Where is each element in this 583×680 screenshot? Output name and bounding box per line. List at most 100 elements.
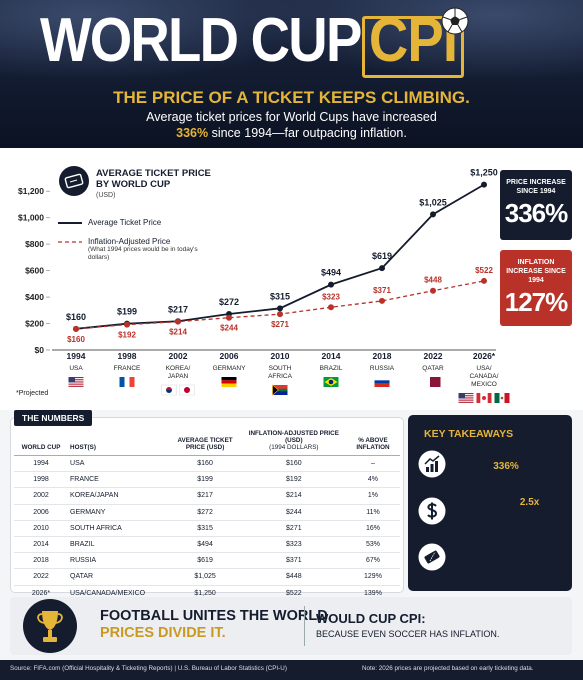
table-title: THE NUMBERS bbox=[14, 410, 93, 426]
y-tick-label: $1,200 bbox=[18, 186, 44, 196]
table-row: 2022 QATAR $1,025 $448 129% bbox=[14, 568, 400, 586]
takeaway-after: the increase in inflation over the same … bbox=[454, 497, 560, 529]
host-label: GERMANY bbox=[213, 365, 247, 372]
column-sublabel: (1994 DOLLARS) bbox=[269, 444, 319, 451]
flag-part bbox=[272, 390, 288, 395]
data-point bbox=[379, 297, 385, 304]
flag-part bbox=[68, 377, 84, 379]
flag-part bbox=[124, 377, 130, 387]
table-cell: $192 bbox=[241, 471, 346, 489]
flag-part bbox=[458, 397, 474, 399]
table-row: 2006 GERMANY $272 $244 11% bbox=[14, 504, 400, 521]
data-label: $619 bbox=[372, 251, 392, 261]
table-cell: $199 bbox=[168, 471, 242, 489]
host-label: CANADA/ bbox=[470, 373, 499, 380]
flag-part bbox=[68, 377, 75, 383]
column-label: HOST(S) bbox=[70, 444, 96, 451]
flag-part bbox=[119, 377, 125, 387]
table-cell: 11% bbox=[345, 504, 400, 521]
x-tick-label: 1994 bbox=[67, 351, 86, 361]
callout: INFLATION INCREASE SINCE 1994 127% bbox=[500, 250, 572, 326]
y-tick-label: $400 bbox=[25, 292, 44, 302]
data-label: $160 bbox=[67, 335, 85, 344]
table-cell: 1998 bbox=[14, 471, 69, 489]
legend-item: Inflation-Adjusted Price bbox=[58, 235, 228, 248]
chart-subtitle: (USD) bbox=[96, 192, 116, 199]
takeaway-before: Average ticket prices have increased bbox=[454, 450, 554, 471]
table-row: 2014 BRAZIL $494 $323 53% bbox=[14, 536, 400, 554]
x-tick-label: 2026* bbox=[473, 351, 496, 361]
flag bbox=[221, 377, 237, 387]
data-label: $217 bbox=[168, 304, 188, 314]
data-point bbox=[430, 211, 436, 218]
icon-part bbox=[430, 464, 434, 472]
data-point bbox=[430, 287, 436, 294]
data-label: $272 bbox=[219, 297, 239, 307]
flag bbox=[272, 384, 288, 396]
flag-part bbox=[272, 385, 288, 390]
table-cell: $160 bbox=[241, 455, 346, 473]
table: WORLD CUP HOST(S) AVERAGE TICKET PRICE (US… bbox=[14, 428, 400, 601]
data-label: $315 bbox=[270, 291, 290, 301]
table-cell: KOREA/JAPAN bbox=[68, 487, 169, 505]
table-cell: $371 bbox=[241, 552, 346, 570]
data-label: $244 bbox=[220, 324, 238, 333]
legend-item: Average Ticket Price bbox=[58, 216, 228, 229]
flag-part bbox=[374, 377, 390, 381]
column-label: WORLD CUP bbox=[21, 444, 61, 451]
table-row: 2018 RUSSIA $619 $371 67% bbox=[14, 552, 400, 570]
data-point bbox=[481, 181, 487, 188]
flag-part bbox=[221, 383, 237, 387]
flag-part bbox=[328, 379, 334, 385]
subtitle: THE PRICE OF A TICKET KEEPS CLIMBING. bbox=[113, 88, 470, 107]
host-label: KOREA/ bbox=[166, 365, 191, 372]
banner-headline: FOOTBALL UNITES THE WORLD. PRICES DIVIDE… bbox=[100, 608, 332, 642]
table-cell: QATAR bbox=[68, 568, 169, 586]
chart-note: *Projected bbox=[16, 390, 49, 397]
flag bbox=[323, 377, 339, 387]
table-cell: $522 bbox=[286, 589, 302, 597]
flag-part bbox=[272, 388, 288, 392]
table-cell: $448 bbox=[241, 568, 346, 586]
callout-label: INFLATION INCREASE SINCE 1994 bbox=[506, 259, 566, 284]
host-label: QATAR bbox=[422, 365, 444, 372]
y-tick-label: $800 bbox=[25, 239, 44, 249]
column-header: HOST(S) bbox=[68, 428, 169, 456]
table-cell: $214 bbox=[241, 487, 346, 505]
flag-part bbox=[68, 385, 84, 387]
flag bbox=[458, 393, 510, 403]
data-point bbox=[175, 318, 181, 325]
legend-label: Average Ticket Price bbox=[88, 218, 162, 227]
table-cell: RUSSIA bbox=[68, 552, 169, 570]
flag-part bbox=[68, 383, 84, 385]
flag-part bbox=[458, 393, 474, 395]
data-label: $1,250 bbox=[470, 168, 498, 178]
data-label: $160 bbox=[66, 312, 86, 322]
takeaway-icon bbox=[418, 450, 446, 478]
table-cell: 129% bbox=[345, 568, 400, 586]
table-cell: USA bbox=[68, 455, 169, 473]
table-cell: SOUTH AFRICA bbox=[68, 520, 169, 537]
table-cell: 2018 bbox=[14, 552, 69, 570]
headline: FOOTBALL UNITES THE WORLD. bbox=[100, 608, 332, 624]
flag-part bbox=[374, 383, 390, 387]
table-cell: $1,025 bbox=[168, 568, 242, 586]
data-label: $448 bbox=[424, 276, 442, 285]
data-point bbox=[124, 321, 130, 328]
takeaways-title: KEY TAKEAWAYS bbox=[424, 428, 514, 440]
table-row: 1994 USA $160 $160– bbox=[14, 455, 400, 473]
source: Source: FIFA.com (Official Hospitality &… bbox=[10, 665, 287, 672]
tagline-title: WOULD CUP CPI: bbox=[316, 611, 426, 626]
legend-swatch bbox=[58, 221, 82, 224]
ticket-icon bbox=[59, 166, 89, 196]
host-label: FRANCE bbox=[114, 365, 141, 372]
x-tick-label: 2010 bbox=[271, 351, 290, 361]
y-tick-label: $1,000 bbox=[18, 213, 44, 223]
flag-part bbox=[504, 393, 510, 403]
flag-part bbox=[129, 377, 135, 387]
takeaway-icon bbox=[418, 543, 446, 571]
flag-part bbox=[494, 393, 500, 403]
data-point bbox=[277, 305, 283, 312]
table-cell: $1,250 bbox=[194, 589, 216, 597]
